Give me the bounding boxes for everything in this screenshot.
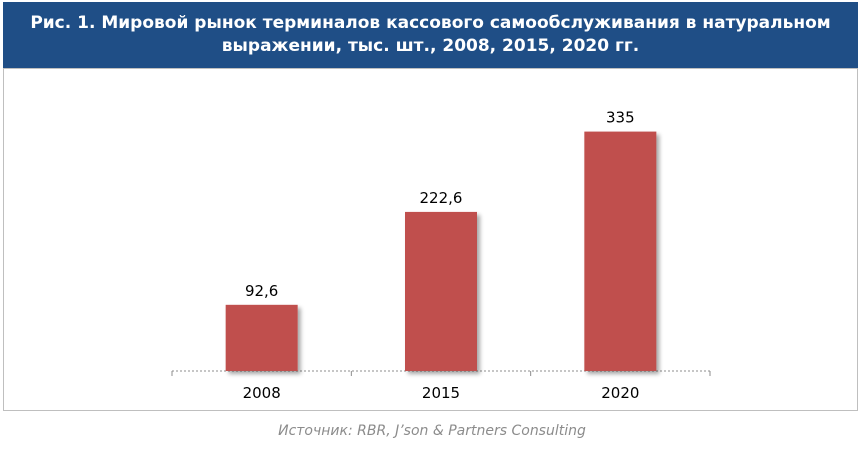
data-label-2008: 92,6	[245, 282, 278, 300]
bar-2015	[405, 211, 477, 371]
x-tick-label-2008: 2008	[243, 384, 281, 402]
x-axis	[171, 370, 711, 376]
chart-title-banner: Рис. 1. Мировой рынок терминалов кассово…	[3, 2, 858, 68]
x-tick-label-2020: 2020	[601, 384, 639, 402]
bars	[225, 131, 657, 371]
x-tick-label-2015: 2015	[422, 384, 460, 402]
data-label-2020: 335	[606, 109, 635, 127]
bar-2008	[225, 304, 298, 371]
data-labels: 92,6 222,6 335	[245, 109, 635, 300]
source-note: Источник: RBR, J’son & Partners Consulti…	[278, 423, 586, 439]
tick-labels: 2008 2015 2020	[243, 384, 640, 402]
bar-2020	[584, 131, 657, 371]
chart-title: Рис. 1. Мировой рынок терминалов кассово…	[30, 13, 831, 56]
data-label-2015: 222,6	[420, 189, 463, 207]
